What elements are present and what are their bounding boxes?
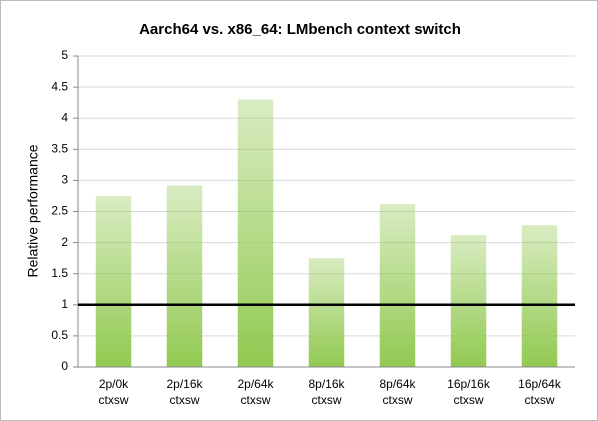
y-tick-label: 0	[61, 359, 68, 373]
x-tick-label-line: ctxsw	[312, 393, 342, 407]
x-tick-label: 16p/64k ctxsw	[518, 377, 562, 407]
y-tick-label: 3.5	[51, 141, 68, 155]
x-tick-label: 8p/64k ctxsw	[379, 377, 416, 407]
x-tick-label-line: ctxsw	[454, 393, 484, 407]
x-tick-label: 2p/64k ctxsw	[237, 377, 274, 407]
x-tick-label-line: ctxsw	[170, 393, 200, 407]
y-tick-label: 5	[61, 48, 68, 62]
x-tick-label-line: ctxsw	[525, 393, 555, 407]
bar	[166, 185, 203, 367]
x-tick-label-line: ctxsw	[383, 393, 413, 407]
y-tick-label: 3	[61, 173, 68, 187]
y-tick-label: 2.5	[51, 204, 68, 218]
x-tick-label-line: 2p/16k	[166, 377, 203, 391]
bar	[237, 99, 274, 367]
y-tick-label: 4.5	[51, 79, 68, 93]
x-tick-label: 2p/16k ctxsw	[166, 377, 203, 407]
y-tick-label: 2	[61, 235, 68, 249]
x-tick-label: 8p/16k ctxsw	[308, 377, 345, 407]
x-tick-label-line: 8p/64k	[379, 377, 416, 391]
y-axis-label: Relative performance	[25, 144, 41, 277]
bar	[450, 235, 487, 367]
y-tick-label: 1.5	[51, 266, 68, 280]
y-tick-label: 0.5	[51, 328, 68, 342]
chart-title: Aarch64 vs. x86_64: LMbench context swit…	[139, 21, 461, 38]
bar	[308, 258, 345, 367]
bar	[521, 225, 558, 367]
y-tick-label: 4	[61, 110, 68, 124]
x-tick-label-line: 2p/0k	[99, 377, 129, 391]
x-tick-label-line: ctxsw	[241, 393, 271, 407]
bar	[95, 195, 132, 367]
x-tick-label-line: 8p/16k	[308, 377, 345, 391]
x-tick-label-line: 2p/64k	[237, 377, 274, 391]
x-tick-label-line: 16p/16k	[447, 377, 491, 391]
x-tick-label: 16p/16k ctxsw	[447, 377, 491, 407]
x-tick-label: 2p/0k ctxsw	[99, 377, 130, 407]
y-tick-label: 1	[61, 297, 68, 311]
bar	[379, 204, 416, 367]
x-tick-label-line: 16p/64k	[518, 377, 562, 391]
x-tick-label-line: ctxsw	[99, 393, 129, 407]
